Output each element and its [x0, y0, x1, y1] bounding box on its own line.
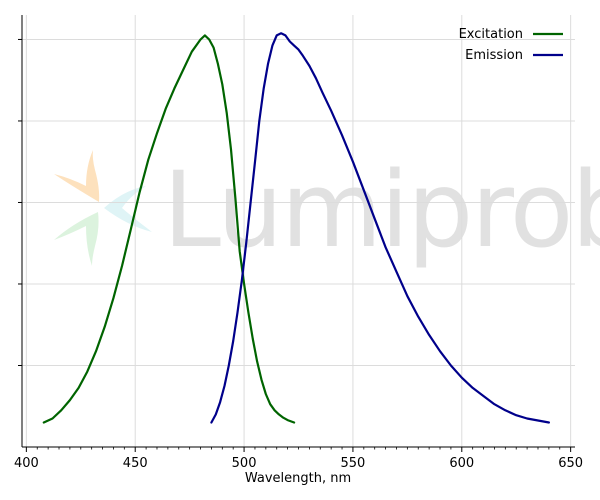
legend: Excitation Emission — [459, 27, 563, 63]
x-tick-label: 550 — [341, 456, 366, 471]
watermark-petal-green — [54, 212, 99, 266]
watermark-petal-cyan — [104, 186, 152, 232]
legend-label-emission: Emission — [465, 48, 523, 63]
x-tick-label: 500 — [232, 456, 257, 471]
series-line-excitation — [42, 34, 296, 424]
watermark-petal-orange — [54, 150, 100, 202]
x-tick-label: 400 — [14, 456, 39, 471]
x-axis-label: Wavelength, nm — [245, 471, 351, 486]
x-tick-label: 600 — [449, 456, 474, 471]
legend-label-excitation: Excitation — [459, 27, 523, 42]
axes: 400 450 500 550 600 650 — [14, 15, 583, 471]
watermark-petals — [54, 150, 152, 266]
watermark-text: Lumiprobe — [163, 149, 600, 271]
series-line-emission — [210, 32, 551, 424]
grid — [22, 15, 575, 447]
x-tick-label: 450 — [123, 456, 148, 471]
series-lines — [42, 32, 551, 424]
x-tick-label: 650 — [558, 456, 583, 471]
